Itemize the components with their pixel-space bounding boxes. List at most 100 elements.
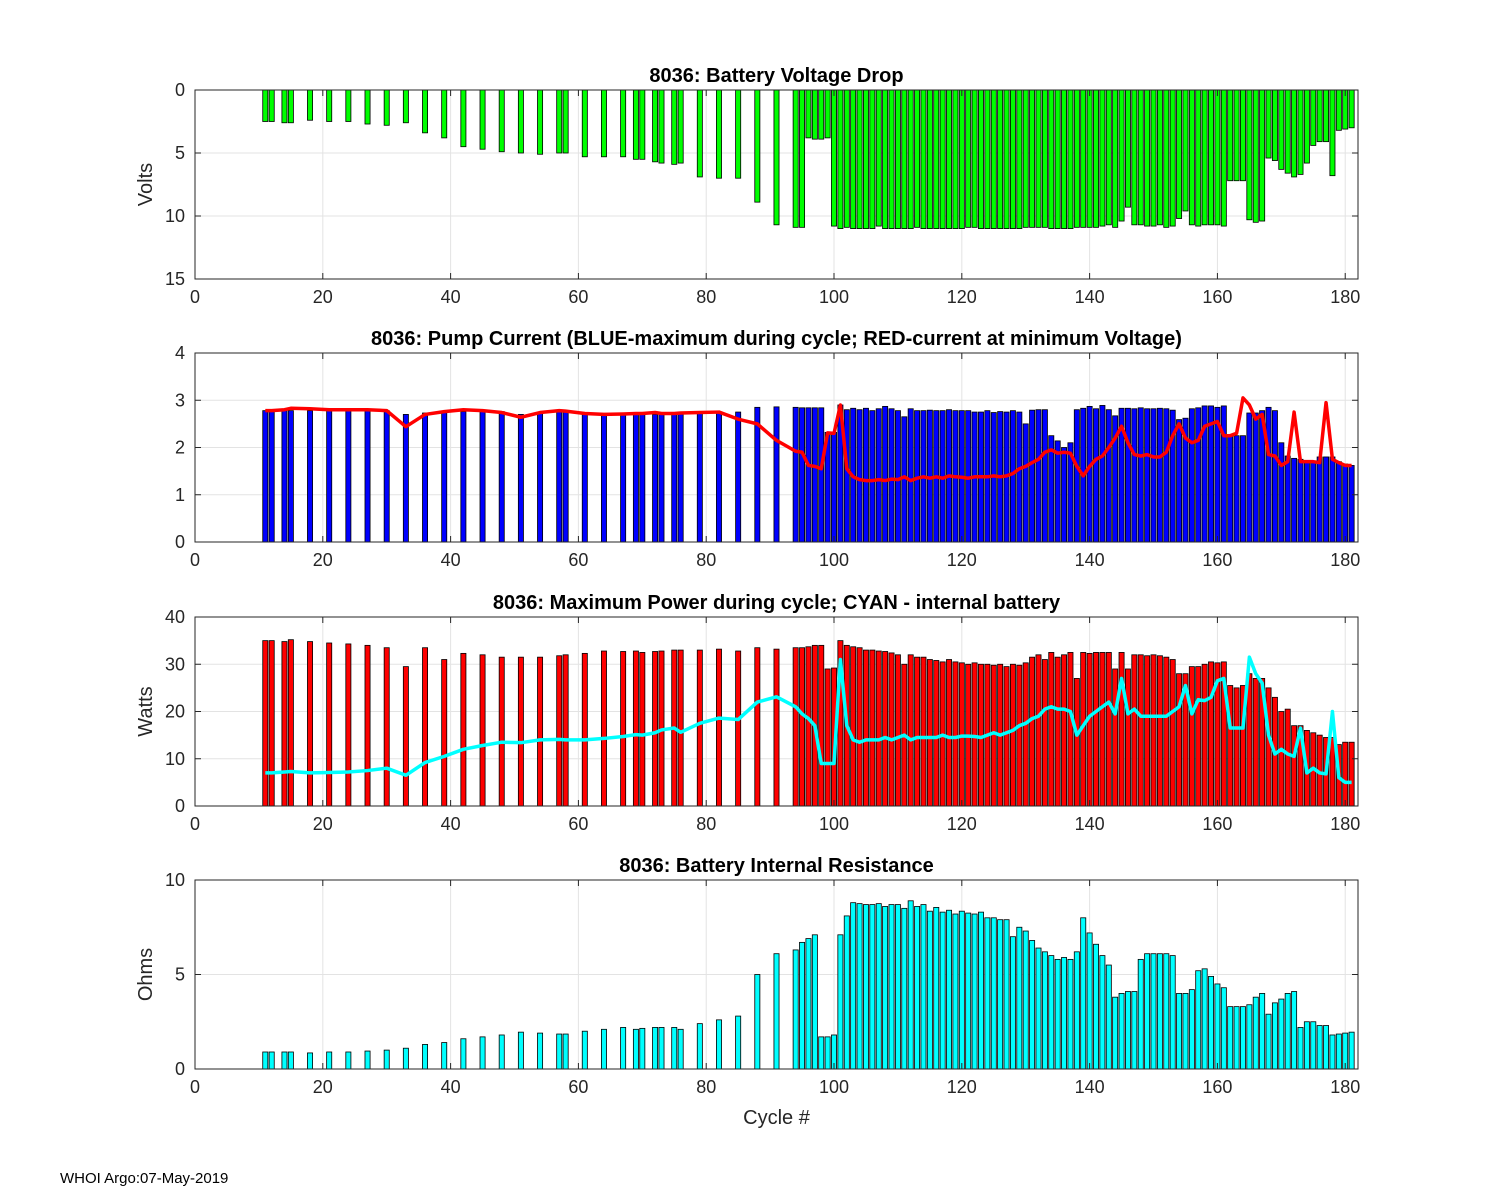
bar	[1022, 89, 1029, 228]
x-tick-label: 100	[819, 1077, 849, 1097]
y-tick-label: 0	[175, 80, 185, 100]
bar	[460, 652, 467, 807]
bar	[498, 1034, 505, 1070]
bar	[716, 648, 722, 807]
bar	[1195, 666, 1202, 807]
bar	[1086, 405, 1093, 543]
bar	[1131, 991, 1138, 1070]
bar	[1195, 970, 1202, 1070]
bar	[1214, 89, 1221, 226]
bar	[1303, 461, 1310, 543]
bar	[1163, 656, 1170, 807]
bar	[735, 411, 742, 543]
bar	[952, 89, 959, 230]
bar	[914, 89, 921, 228]
bar	[1067, 958, 1074, 1070]
bar	[402, 666, 409, 807]
bar	[632, 414, 639, 543]
x-tick-label: 0	[190, 814, 200, 834]
bar	[754, 89, 761, 203]
bar	[907, 408, 914, 543]
bar	[799, 941, 806, 1070]
x-tick-label: 20	[313, 550, 333, 570]
bar	[946, 659, 952, 807]
bar	[1291, 991, 1298, 1070]
bar	[875, 408, 882, 543]
bar	[1093, 943, 1099, 1070]
bar	[799, 647, 806, 807]
y-tick-label: 15	[165, 269, 185, 289]
bar	[1022, 662, 1029, 807]
bar	[632, 89, 639, 160]
bar	[1048, 955, 1055, 1070]
x-tick-label: 100	[819, 814, 849, 834]
bar	[345, 410, 352, 543]
x-tick-label: 140	[1075, 1077, 1105, 1097]
bar	[773, 406, 780, 543]
bar	[658, 1027, 665, 1070]
bar	[652, 414, 659, 543]
bar	[620, 651, 627, 807]
bar	[990, 917, 997, 1070]
x-tick-label: 20	[313, 287, 333, 307]
x-tick-label: 180	[1330, 1077, 1360, 1097]
bar	[1105, 89, 1112, 226]
bar	[716, 411, 722, 543]
bar	[326, 410, 333, 543]
bar	[537, 1032, 544, 1070]
bar	[1061, 957, 1068, 1070]
bar	[1029, 656, 1036, 807]
bar	[818, 1036, 825, 1070]
bar	[952, 661, 959, 807]
bar	[1271, 410, 1278, 543]
bar	[901, 907, 908, 1070]
x-tick-label: 120	[947, 287, 977, 307]
bar	[422, 89, 429, 134]
bar	[696, 89, 703, 178]
bar	[268, 89, 275, 122]
bar	[1009, 663, 1016, 807]
y-tick-label: 10	[165, 870, 185, 890]
bar	[652, 1027, 659, 1070]
bar	[971, 89, 978, 228]
bar	[792, 647, 799, 807]
bar	[1099, 652, 1106, 807]
bar	[268, 410, 275, 543]
bar	[268, 1051, 275, 1070]
bar	[888, 408, 895, 543]
bar	[1086, 89, 1093, 228]
y-tick-label: 3	[175, 390, 185, 410]
bar	[1176, 89, 1183, 219]
bar	[658, 89, 665, 164]
bar	[479, 411, 486, 543]
bar	[1156, 407, 1163, 543]
bar	[1176, 673, 1183, 807]
y-tick-label: 10	[165, 206, 185, 226]
bar	[818, 407, 825, 543]
bar	[888, 904, 895, 1070]
bar	[1335, 1033, 1342, 1070]
bar	[792, 406, 799, 543]
bar	[831, 431, 837, 543]
bar	[1188, 89, 1195, 226]
bar	[984, 917, 991, 1070]
bar	[671, 413, 678, 543]
x-tick-label: 120	[947, 1077, 977, 1097]
bar	[946, 909, 952, 1070]
x-tick-label: 60	[568, 1077, 588, 1097]
bar	[1220, 89, 1227, 227]
bar	[1137, 407, 1144, 543]
bar	[888, 89, 895, 230]
bar	[422, 647, 429, 807]
bar	[990, 89, 997, 230]
x-tick-label: 60	[568, 287, 588, 307]
series-line	[265, 396, 1352, 483]
bar	[1329, 456, 1336, 543]
bar	[1022, 423, 1029, 543]
bar	[1022, 930, 1029, 1070]
y-axis-label: Ohms	[135, 948, 157, 1001]
bar	[933, 660, 940, 807]
bar	[920, 904, 927, 1070]
bar	[1252, 89, 1259, 223]
